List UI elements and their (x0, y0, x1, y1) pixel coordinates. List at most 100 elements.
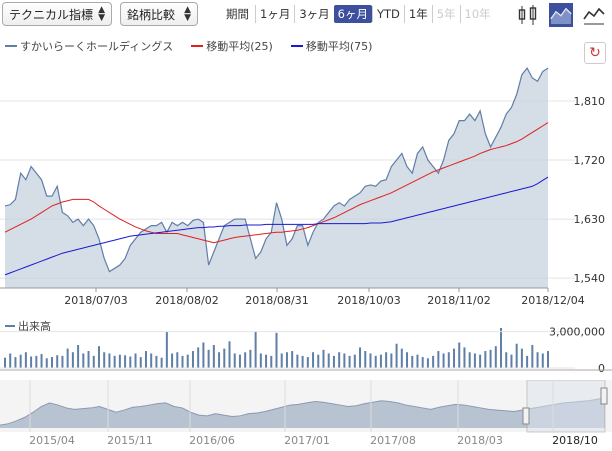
volume-bar (191, 351, 194, 368)
volume-bar (61, 355, 64, 368)
candlestick-icon[interactable] (516, 3, 540, 27)
volume-bar (160, 357, 163, 368)
volume-bar (541, 353, 544, 368)
x-tick-label: 2018/08/31 (245, 294, 308, 307)
navigator-tick-label: 2017/01 (284, 434, 330, 447)
volume-bar (473, 353, 476, 368)
period-3m[interactable]: 3ヶ月 (294, 5, 333, 23)
volume-bar (458, 342, 461, 368)
volume-bar (30, 356, 33, 368)
volume-bar (45, 358, 48, 368)
volume-bar (259, 353, 262, 368)
volume-bar (233, 353, 236, 368)
x-tick-label: 2018/11/02 (427, 294, 490, 307)
volume-bar (437, 351, 440, 368)
volume-bar (432, 355, 435, 368)
volume-title: 出来高 (5, 318, 51, 334)
price-line (4, 67, 549, 273)
volume-bar (87, 351, 90, 368)
volume-bar (411, 355, 414, 368)
volume-bar (479, 354, 482, 368)
select-arrows-icon: ▲ ▼ (184, 5, 191, 23)
period-1y[interactable]: 1年 (403, 5, 432, 23)
legend-item-price: すかいらーくホールディングス (5, 38, 173, 54)
area-chart-icon[interactable] (549, 3, 573, 27)
volume-bar (265, 354, 268, 368)
volume-bar (103, 352, 106, 368)
volume-bar (359, 347, 362, 368)
reset-zoom-button[interactable]: ↻ (584, 42, 606, 64)
volume-bar (547, 351, 549, 368)
volume-bar (343, 353, 346, 368)
volume-bar (275, 332, 278, 368)
volume-bar (228, 341, 231, 368)
navigator-handle-right (600, 387, 608, 405)
volume-bar (77, 344, 80, 368)
volume-bar (369, 353, 372, 368)
volume-bar (484, 351, 487, 368)
volume-bar (150, 353, 153, 368)
volume-bar (71, 352, 74, 368)
volume-bar (291, 351, 294, 368)
volume-bar (453, 348, 456, 368)
volume-bar (379, 354, 382, 368)
volume-bar (406, 352, 409, 368)
volume-bar (416, 354, 419, 368)
period-1m[interactable]: 1ヶ月 (255, 5, 294, 23)
volume-bar (327, 353, 330, 368)
volume-bar (338, 352, 341, 368)
volume-bar (212, 344, 215, 368)
x-tick-label: 2018/08/02 (155, 294, 218, 307)
volume-bar (181, 355, 184, 368)
volume-bar (285, 352, 288, 368)
volume-bar (489, 349, 492, 368)
ma75-line (4, 176, 549, 276)
y-tick-label: 1,540 (574, 272, 606, 285)
x-tick-label: 2018/10/03 (337, 294, 400, 307)
volume-tick-label: 0 (598, 362, 605, 373)
navigator-tick-label: 2018/10 (552, 434, 598, 447)
volume-bar (50, 357, 53, 368)
volume-bar (348, 355, 351, 368)
volume-chart: 0 3,000,000 (0, 326, 612, 373)
navigator-chart[interactable]: 2015/04 2015/11 2016/06 2017/01 2017/08 2018/… (0, 380, 612, 451)
legend-label-price: すかいらーくホールディングス (20, 40, 174, 53)
volume-bar (82, 353, 85, 368)
volume-bar (4, 357, 6, 368)
volume-bar (312, 352, 315, 368)
volume-bar (322, 349, 325, 368)
volume-bar (280, 353, 283, 368)
volume-bar (385, 352, 388, 368)
volume-bar (500, 328, 503, 368)
y-tick-label: 1,810 (574, 95, 606, 108)
line-chart-icon[interactable] (582, 3, 606, 27)
volume-tick-label: 3,000,000 (549, 326, 605, 339)
period-6m[interactable]: 6ヶ月 (333, 5, 372, 23)
legend-label-ma75: 移動平均(75) (305, 40, 373, 53)
volume-bar (19, 354, 22, 368)
price-chart[interactable]: 1,540 1,630 1,720 1,810 2018/07/03 2018/08/02… (0, 55, 612, 310)
technical-indicator-select[interactable]: テクニカル指標 ▲ ▼ (2, 2, 112, 26)
x-tick-label: 2018/07/03 (64, 294, 127, 307)
volume-bar (426, 358, 429, 368)
volume-bar (463, 347, 466, 368)
legend-swatch-price (5, 45, 17, 47)
volume-bar (505, 352, 508, 368)
period-ytd[interactable]: YTD (371, 6, 404, 22)
volume-bar (249, 349, 252, 368)
refresh-icon: ↻ (589, 45, 601, 61)
x-tick-label: 2018/12/04 (521, 294, 584, 307)
volume-bar (202, 342, 205, 368)
navigator-area (0, 397, 605, 428)
volume-bar (510, 354, 513, 368)
legend-swatch-ma25 (191, 45, 204, 47)
volume-bar (14, 357, 17, 368)
volume-bar (35, 355, 38, 368)
volume-bar (400, 348, 403, 368)
volume-bar (176, 352, 179, 368)
compare-select[interactable]: 銘柄比較 ▲ ▼ (120, 2, 198, 26)
legend-item-ma75: 移動平均(75) (290, 38, 373, 54)
chart-legend: すかいらーくホールディングス 移動平均(25) 移動平均(75) (5, 38, 390, 54)
volume-bar (515, 343, 518, 368)
select-arrows-icon: ▲ ▼ (98, 5, 105, 23)
